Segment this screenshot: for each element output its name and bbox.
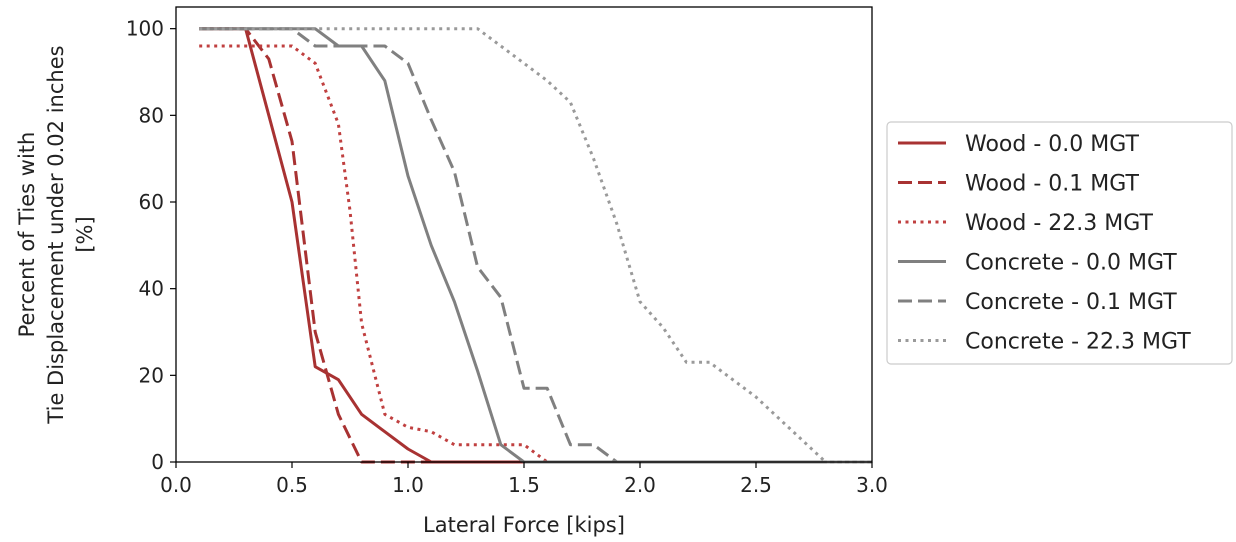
y-axis-label-line: [%] xyxy=(73,216,97,252)
x-tick-label: 2.5 xyxy=(740,473,772,497)
series-line-3 xyxy=(199,44,872,464)
y-tick-label: 60 xyxy=(139,190,164,214)
y-tick-label: 100 xyxy=(126,17,164,41)
legend: Wood - 0.0 MGT Wood - 0.1 MGT Wood - 22.3 … xyxy=(886,121,1233,365)
legend-label: Wood - 22.3 MGT xyxy=(965,211,1153,236)
plot-area xyxy=(175,6,873,463)
x-tick-label: 2.0 xyxy=(624,473,656,497)
legend-label: Concrete - 0.0 MGT xyxy=(965,251,1177,276)
series-line-2 xyxy=(199,27,872,464)
series-line-6 xyxy=(199,27,872,464)
y-axis-label-line: Tie Displacement under 0.02 inches xyxy=(44,45,68,424)
x-axis: 0.0 0.5 1.0 1.5 2.0 2.5 3.0 xyxy=(160,462,888,497)
x-tick-label: 1.5 xyxy=(508,473,540,497)
legend-label: Wood - 0.0 MGT xyxy=(965,132,1139,157)
x-tick-label: 0.0 xyxy=(160,473,192,497)
y-axis-label: Percent of Ties with Tie Displacement und… xyxy=(15,45,97,424)
y-tick-label: 20 xyxy=(139,363,164,387)
y-axis-label-line: Percent of Ties with xyxy=(15,132,39,338)
y-tick-label: 80 xyxy=(139,103,164,127)
series-line-5 xyxy=(199,27,872,464)
y-axis: 0 20 40 60 80 100 xyxy=(126,17,176,474)
legend-label: Concrete - 0.1 MGT xyxy=(965,290,1177,315)
series-line-1 xyxy=(199,27,872,464)
x-tick-label: 3.0 xyxy=(856,473,888,497)
y-tick-label: 40 xyxy=(139,277,164,301)
x-tick-label: 0.5 xyxy=(276,473,308,497)
y-tick-label: 0 xyxy=(151,450,164,474)
series-layer xyxy=(199,27,872,464)
legend-label: Wood - 0.1 MGT xyxy=(965,172,1139,197)
x-tick-label: 1.0 xyxy=(392,473,424,497)
legend-box xyxy=(886,121,1233,365)
series-line-4 xyxy=(199,27,872,464)
x-axis-label: Lateral Force [kips] xyxy=(423,513,625,537)
legend-label: Concrete - 22.3 MGT xyxy=(965,330,1191,355)
